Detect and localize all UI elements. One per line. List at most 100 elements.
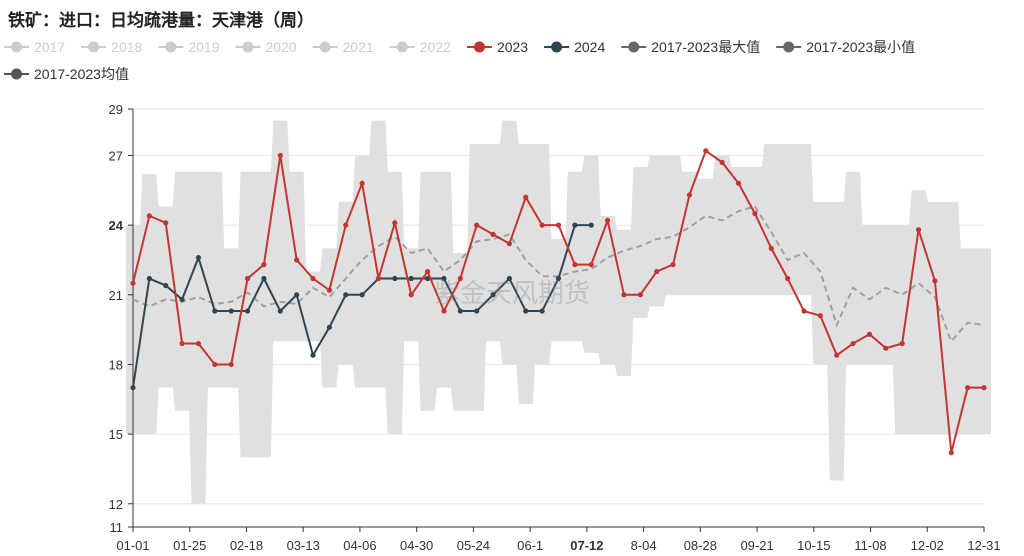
legend-label: 2017 xyxy=(34,39,65,55)
legend-label: 2024 xyxy=(574,39,605,55)
legend-marker xyxy=(783,41,795,53)
series-2023-point xyxy=(965,385,971,391)
series-2023-point xyxy=(817,313,823,319)
series-2024-point xyxy=(523,308,529,314)
series-2024-point xyxy=(490,292,496,298)
series-2023-point xyxy=(670,261,676,268)
series-2023-point xyxy=(244,275,251,282)
series-2024-point xyxy=(326,324,332,330)
series-2023-point xyxy=(179,340,185,347)
series-2023-point xyxy=(392,220,398,226)
legend-label: 2023 xyxy=(497,39,528,55)
series-2023-point xyxy=(801,308,807,314)
series-2024-point xyxy=(441,275,447,282)
series-2023-point xyxy=(981,385,987,391)
min-max-band xyxy=(126,120,991,504)
x-tick-label: 02-18 xyxy=(230,538,263,553)
series-2024-point xyxy=(310,352,316,358)
series-2024-point xyxy=(179,296,185,303)
series-2023-point xyxy=(866,331,873,337)
legend-label: 2019 xyxy=(188,39,219,55)
series-2024-point xyxy=(277,308,283,314)
series-2023-point xyxy=(130,280,136,286)
legend-item-5[interactable]: 2022 xyxy=(389,39,451,55)
legend-item-2[interactable]: 2019 xyxy=(158,39,220,55)
series-2024-point xyxy=(359,292,365,298)
legend-label: 2021 xyxy=(343,39,374,55)
x-tick-label: 05-24 xyxy=(457,538,490,553)
x-tick-label: 04-30 xyxy=(400,538,433,553)
legend-item-9[interactable]: 2017-2023最小值 xyxy=(776,39,915,55)
x-tick-label: 10-15 xyxy=(797,538,830,553)
legend-marker xyxy=(628,41,640,53)
legend-label: 2017-2023最小值 xyxy=(806,39,915,55)
legend-item-4[interactable]: 2021 xyxy=(312,39,374,55)
legend-item-10[interactable]: 2017-2023均值 xyxy=(4,66,129,82)
series-2024-point xyxy=(572,222,578,228)
series-2023-point xyxy=(834,352,840,358)
series-2024-point xyxy=(294,292,300,298)
x-tick-label: 03-13 xyxy=(287,538,320,553)
series-2023-point xyxy=(375,275,382,282)
series-2023-point xyxy=(195,340,202,347)
legend-item-0[interactable]: 2017 xyxy=(4,39,65,55)
x-tick-label: 06-1 xyxy=(517,538,543,553)
legend-marker xyxy=(319,41,331,53)
legend-item-3[interactable]: 2020 xyxy=(235,39,297,55)
y-tick-label: 24 xyxy=(109,218,124,233)
series-2023-point xyxy=(555,222,562,228)
axes: 11 12 15 18 21 24 27 29 01-01 01-25 02-18 03-13 04-0… xyxy=(109,102,1001,553)
legend-label: 2017-2023最大值 xyxy=(651,39,760,55)
legend-item-1[interactable]: 2018 xyxy=(81,39,143,55)
series-2023-point xyxy=(474,222,480,228)
series-2023-point xyxy=(915,227,922,233)
legend-label: 2022 xyxy=(420,39,451,55)
series-2023-point xyxy=(277,152,283,159)
series-2024-point xyxy=(474,308,480,314)
series-2024-point xyxy=(195,255,202,261)
x-tick-label: 08-28 xyxy=(684,538,717,553)
series-2023-point xyxy=(441,308,447,314)
legend-marker xyxy=(242,41,254,53)
legend-item-6[interactable]: 2023 xyxy=(466,39,528,55)
x-tick-label: 01-01 xyxy=(116,538,149,553)
series-2024-point xyxy=(588,222,594,228)
series-2023-point xyxy=(359,180,365,186)
legend-marker xyxy=(165,41,177,53)
legend: 2017 2018 2019 2020 2021 2022 2023 2024 2017-202… xyxy=(4,39,915,82)
series-2023-point xyxy=(637,292,643,298)
x-tick-label: 12-31 xyxy=(967,538,1000,553)
legend-item-7[interactable]: 2024 xyxy=(544,39,605,55)
series-2023-point xyxy=(212,361,218,368)
series-2023-point xyxy=(228,361,234,368)
series-2023-point xyxy=(326,287,332,293)
series-2023-point xyxy=(539,222,545,228)
x-tick-label: 07-12 xyxy=(570,538,603,553)
y-tick-label: 15 xyxy=(109,427,123,442)
series-2023-point xyxy=(785,275,791,282)
series-2023-point xyxy=(424,268,431,275)
y-tick-label: 27 xyxy=(109,148,123,163)
series-2023-point xyxy=(899,340,905,347)
series-2024-point xyxy=(457,308,463,314)
series-2024-point xyxy=(506,275,513,282)
series-2023-point xyxy=(604,217,611,224)
series-2023-point xyxy=(752,210,758,217)
series-2024-point xyxy=(146,275,152,282)
legend-marker xyxy=(11,41,22,53)
legend-marker xyxy=(473,41,485,53)
y-tick-label: 29 xyxy=(109,102,123,117)
x-tick-label: 11-08 xyxy=(854,538,886,553)
series-2023-point xyxy=(261,261,267,268)
series-2023-point xyxy=(850,340,856,347)
legend-item-8[interactable]: 2017-2023最大值 xyxy=(621,39,760,55)
series-2024-point xyxy=(163,282,169,289)
series-2023-point xyxy=(948,450,954,456)
series-2023-point xyxy=(735,180,742,186)
series-2024-point xyxy=(130,385,136,391)
series-2023-point xyxy=(490,231,496,237)
series-2023-point xyxy=(703,148,709,154)
series-2023-point xyxy=(294,257,300,263)
series-2024-point xyxy=(555,275,562,282)
series-layer xyxy=(130,148,987,456)
